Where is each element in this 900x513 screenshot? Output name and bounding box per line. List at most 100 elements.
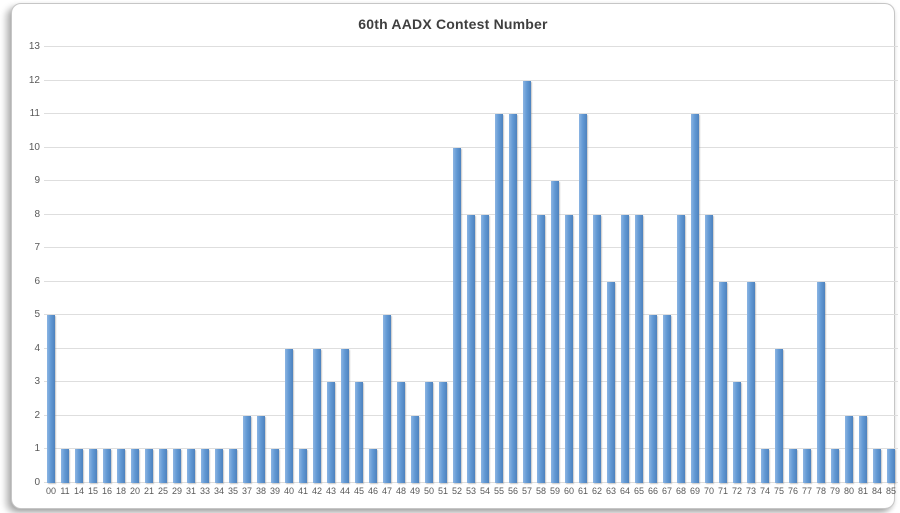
x-tick-label: 45 <box>353 486 365 496</box>
gridline <box>44 113 898 115</box>
gridline <box>44 79 898 81</box>
bar-column: 39 <box>268 47 282 496</box>
bar-column: 46 <box>366 47 380 496</box>
x-tick-label: 84 <box>871 486 883 496</box>
bar-column: 41 <box>296 47 310 496</box>
bar <box>747 281 755 483</box>
bar <box>705 214 713 483</box>
y-tick-label: 9 <box>34 175 40 187</box>
bar-column: 58 <box>534 47 548 496</box>
x-tick-label: 59 <box>549 486 561 496</box>
bar-column: 11 <box>58 47 72 496</box>
x-tick-label: 43 <box>325 486 337 496</box>
bar <box>523 80 531 483</box>
bar-column: 77 <box>800 47 814 496</box>
bar-column: 16 <box>100 47 114 496</box>
bar-column: 66 <box>646 47 660 496</box>
bar-column: 76 <box>786 47 800 496</box>
bar-column: 80 <box>842 47 856 496</box>
bar <box>145 449 153 483</box>
bar-column: 20 <box>128 47 142 496</box>
x-tick-label: 50 <box>423 486 435 496</box>
x-tick-label: 16 <box>101 486 113 496</box>
bar-column: 47 <box>380 47 394 496</box>
bar-column: 75 <box>772 47 786 496</box>
bar-column: 69 <box>688 47 702 496</box>
x-tick-label: 35 <box>227 486 239 496</box>
bar <box>789 449 797 483</box>
bar-column: 71 <box>716 47 730 496</box>
x-tick-label: 54 <box>479 486 491 496</box>
bar <box>621 214 629 483</box>
bar <box>649 315 657 483</box>
x-tick-label: 63 <box>605 486 617 496</box>
bar <box>663 315 671 483</box>
bar <box>593 214 601 483</box>
chart-title: 60th AADX Contest Number <box>358 16 548 32</box>
gridline <box>44 46 898 47</box>
bar <box>691 114 699 483</box>
bar-column: 42 <box>310 47 324 496</box>
y-tick-label: 10 <box>28 141 40 153</box>
bar-column: 54 <box>478 47 492 496</box>
x-tick-label: 52 <box>451 486 463 496</box>
bar-column: 37 <box>240 47 254 496</box>
bar <box>873 449 881 483</box>
bar <box>355 382 363 483</box>
bar-column: 52 <box>450 47 464 496</box>
x-tick-label: 14 <box>73 486 85 496</box>
bar <box>551 181 559 483</box>
bar-column: 31 <box>184 47 198 496</box>
bar-column: 21 <box>142 47 156 496</box>
bar <box>761 449 769 483</box>
x-tick-label: 34 <box>213 486 225 496</box>
bar-column: 14 <box>72 47 86 496</box>
x-tick-label: 58 <box>535 486 547 496</box>
bar-column: 63 <box>604 47 618 496</box>
bar <box>201 449 209 483</box>
bar-column: 15 <box>86 47 100 496</box>
bar-column: 59 <box>548 47 562 496</box>
y-tick-label: 8 <box>34 208 40 220</box>
x-tick-label: 21 <box>143 486 155 496</box>
x-tick-label: 69 <box>689 486 701 496</box>
x-tick-label: 18 <box>115 486 127 496</box>
bar <box>313 348 321 483</box>
y-axis: 0 1 2 3 4 5 6 7 8 9 10 11 12 13 <box>18 42 40 488</box>
x-tick-label: 62 <box>591 486 603 496</box>
bar <box>803 449 811 483</box>
bar-column: 85 <box>884 47 898 496</box>
bar <box>75 449 83 483</box>
bar <box>425 382 433 483</box>
x-tick-label: 00 <box>45 486 57 496</box>
bar <box>243 415 251 483</box>
chart-card: 60th AADX Contest Number 0 1 2 3 4 5 6 7 8 9 10 11 1… <box>11 3 898 509</box>
bar <box>439 382 447 483</box>
bar <box>831 449 839 483</box>
bar <box>733 382 741 483</box>
x-tick-label: 25 <box>157 486 169 496</box>
bar <box>229 449 237 483</box>
x-tick-label: 37 <box>241 486 253 496</box>
gridline <box>44 146 898 148</box>
bar-column: 29 <box>170 47 184 496</box>
x-tick-label: 11 <box>60 486 70 496</box>
bar <box>817 281 825 483</box>
x-tick-label: 15 <box>87 486 99 496</box>
x-tick-label: 73 <box>745 486 757 496</box>
bar <box>131 449 139 483</box>
bar <box>369 449 377 483</box>
bar <box>845 415 853 483</box>
bar-column: 34 <box>212 47 226 496</box>
bar-column: 78 <box>814 47 828 496</box>
bar <box>887 449 895 483</box>
x-tick-label: 47 <box>381 486 393 496</box>
bar <box>285 348 293 483</box>
bar-column: 61 <box>576 47 590 496</box>
bar <box>341 348 349 483</box>
x-tick-label: 77 <box>801 486 813 496</box>
bar-column: 38 <box>254 47 268 496</box>
bar-column: 67 <box>660 47 674 496</box>
bar-column: 70 <box>702 47 716 496</box>
bar <box>327 382 335 483</box>
